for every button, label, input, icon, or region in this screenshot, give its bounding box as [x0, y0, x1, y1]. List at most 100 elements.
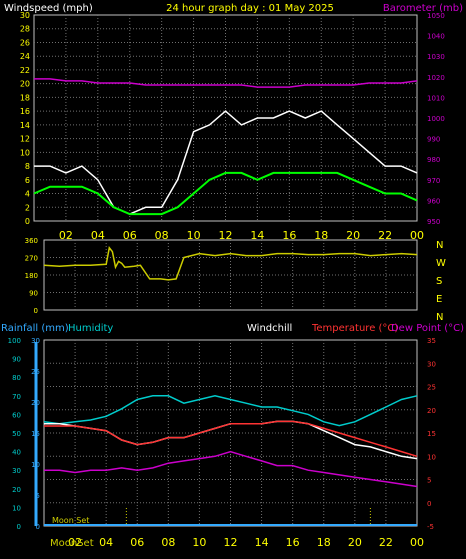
temp-x-tick: 08: [161, 536, 175, 549]
temperature-tick: 25: [427, 384, 436, 392]
direction-degree-tick: 180: [25, 272, 38, 280]
barometer-tick: 960: [427, 197, 440, 205]
windspeed-tick: 4: [25, 190, 30, 199]
wind-x-tick: 10: [187, 229, 201, 242]
temperature-tick: 30: [427, 360, 436, 368]
barometer-tick-labels: 950 960 970 980 990 1000 1010 1020 1030 1040 1050: [427, 12, 445, 226]
temp-x-tick: 20: [348, 536, 362, 549]
humidity-tick: 0: [17, 523, 21, 531]
wind-x-tick: 14: [250, 229, 264, 242]
temp-x-tick: 02: [68, 536, 82, 549]
humidity-tick: 60: [12, 411, 21, 419]
windchill-legend: Windchill: [247, 323, 292, 334]
humidity-tick: 20: [12, 486, 21, 494]
temperature-tick: 15: [427, 430, 436, 438]
direction-compass-tick: N: [436, 240, 443, 251]
barometer-tick: 1010: [427, 94, 445, 102]
moonset-label: MoonSet: [50, 538, 94, 549]
humidity-tick: 50: [12, 430, 21, 438]
barometer-tick: 1030: [427, 53, 445, 61]
temperature-legend: Temperature (°C): [311, 323, 398, 334]
barometer-axis-title: Barometer (mb): [383, 3, 463, 14]
barometer-tick: 1020: [427, 74, 445, 82]
rainfall-tick: 30: [31, 337, 40, 345]
rainfall-axis-title: Rainfall (mm): [1, 323, 69, 334]
direction-compass-tick: E: [436, 294, 442, 305]
data-series: [33, 78, 418, 526]
temperature-series-line: [44, 420, 418, 458]
humidity-tick: 30: [12, 467, 21, 475]
barometer-tick: 1000: [427, 115, 445, 123]
wind-x-tick: 06: [123, 229, 137, 242]
windspeed-tick: 6: [25, 176, 30, 185]
direction-degree-tick: 270: [25, 255, 38, 263]
barometer-tick: 980: [427, 156, 440, 164]
direction-compass-tick: W: [436, 258, 446, 269]
windspeed-tick: 0: [25, 217, 30, 226]
humidity-tick: 80: [12, 374, 21, 382]
temp-x-tick: 22: [379, 536, 393, 549]
temperature-tick: 35: [427, 337, 436, 345]
temperature-tick-labels: -5 0 5 10 15 20 25 30 35: [427, 337, 436, 531]
windspeed-tick: 20: [20, 80, 30, 89]
wind-x-tick: 12: [219, 229, 233, 242]
windspeed-tick: 10: [20, 148, 30, 157]
wind-x-tick: 00: [410, 229, 424, 242]
wind-x-tick: 22: [378, 229, 392, 242]
temp-x-tick: 00: [410, 536, 424, 549]
wind-x-tick: 04: [91, 229, 105, 242]
windspeed-tick: 2: [25, 203, 30, 212]
windspeed-tick: 12: [20, 135, 30, 144]
gust-series-line: [34, 110, 418, 215]
humidity-tick-labels: 0 10 20 30 40 50 60 70 80 90 100: [8, 337, 21, 531]
temperature-tick: -5: [427, 523, 434, 531]
moon-event-markers: [125, 508, 371, 526]
windspeed-tick: 16: [20, 107, 30, 116]
wind-x-tick: 02: [59, 229, 73, 242]
temperature-tick: 20: [427, 407, 436, 415]
average-wind-series-line: [33, 171, 418, 216]
humidity-tick: 70: [12, 393, 21, 401]
barometer-tick: 1050: [427, 12, 445, 20]
direction-degree-tick: 360: [25, 237, 38, 245]
graph-title: 24 hour graph day : 01 May 2025: [166, 3, 334, 14]
wind-x-tick: 18: [314, 229, 328, 242]
humidity-tick: 10: [12, 504, 21, 512]
humidity-tick: 90: [12, 356, 21, 364]
windspeed-tick: 24: [20, 52, 30, 61]
temperature-tick: 10: [427, 453, 436, 461]
windspeed-tick: 30: [20, 11, 30, 20]
direction-degree-labels: 0 90 180 270 360: [25, 237, 38, 315]
temp-x-tick: 18: [317, 536, 331, 549]
dewpoint-series-line: [44, 450, 418, 488]
barometer-tick: 990: [427, 136, 440, 144]
rainfall-tick: 0: [36, 523, 40, 531]
temp-x-tick: 06: [130, 536, 144, 549]
temp-x-tick: 16: [286, 536, 300, 549]
temperature-tick: 5: [427, 477, 431, 485]
temp-x-tick: 12: [224, 536, 238, 549]
humidity-tick: 40: [12, 449, 21, 457]
windspeed-tick: 28: [20, 25, 30, 34]
windspeed-tick: 26: [20, 38, 30, 47]
wind-x-tick: 08: [155, 229, 169, 242]
direction-series-line: [43, 246, 418, 281]
windspeed-tick: 22: [20, 66, 30, 75]
temp-x-tick: 04: [99, 536, 113, 549]
barometer-tick: 1040: [427, 33, 445, 41]
wind-x-tick-labels: 02 04 06 08 10 12 14 16 18 20 22 00: [59, 229, 424, 242]
direction-compass-tick: S: [436, 276, 442, 287]
humidity-tick: 100: [8, 337, 21, 345]
windspeed-tick: 18: [20, 93, 30, 102]
barometer-tick: 970: [427, 177, 440, 185]
direction-degree-tick: 0: [34, 307, 38, 315]
windspeed-tick: 8: [25, 162, 30, 171]
grid-lines: [34, 15, 417, 526]
humidity-axis-title: Humidity: [68, 323, 113, 334]
temp-x-tick: 14: [255, 536, 269, 549]
temp-x-tick-labels: 02 04 06 08 10 12 14 16 18 20 22 00: [68, 536, 424, 549]
